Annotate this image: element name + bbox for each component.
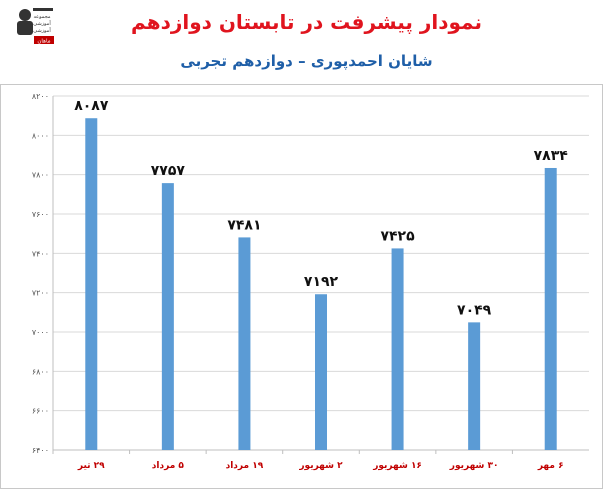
y-tick-label: ۷۰۰۰	[32, 328, 49, 337]
x-tick-label: ۱۶ شهریور	[372, 461, 422, 471]
y-tick-label: ۶۴۰۰	[32, 446, 49, 455]
data-label: ۷۴۲۵	[380, 228, 415, 244]
svg-text:ماهان: ماهان	[37, 39, 50, 45]
chart-title: نمودار پیشرفت در تابستان دوازدهم	[131, 10, 482, 34]
svg-text:آموزشی: آموزشی	[33, 27, 51, 34]
y-tick-label: ۷۶۰۰	[32, 210, 49, 219]
bar	[161, 183, 174, 450]
data-label: ۷۷۵۷	[151, 163, 186, 179]
chart-area: ۶۴۰۰ ۶۶۰۰ ۶۸۰۰ ۷۰۰۰ ۷۲۰۰ ۷۴۰۰ ۷۶۰۰ ۷۸۰۰ ۸۰۰۰ ۸۲۰۰…	[0, 84, 603, 489]
institute-logo: مجموعه آموزشی آموزشی ماهان	[4, 2, 56, 52]
data-label: ۷۴۸۱	[227, 217, 261, 233]
bar-chart: ۶۴۰۰ ۶۶۰۰ ۶۸۰۰ ۷۰۰۰ ۷۲۰۰ ۷۴۰۰ ۷۶۰۰ ۷۸۰۰ ۸۰۰۰ ۸۲۰۰…	[32, 92, 589, 471]
bar	[238, 237, 251, 450]
data-label: ۸۰۸۷	[74, 98, 109, 114]
y-tick-label: ۸۲۰۰	[32, 92, 49, 101]
x-tick-label: ۳۰ شهریور	[449, 461, 499, 471]
bar	[391, 248, 404, 450]
x-tick-label: ۲۹ تیر	[77, 461, 105, 471]
y-tick-label: ۷۴۰۰	[32, 249, 49, 258]
chart-subtitle: شایان احمدپوری – دوازدهم تجربی	[180, 52, 433, 70]
x-tick-label: ۵ مرداد	[152, 461, 185, 471]
data-label: ۷۸۳۴	[534, 148, 569, 164]
bar	[544, 167, 557, 450]
x-tick-label: ۱۹ مرداد	[226, 461, 264, 471]
y-tick-label: ۶۶۰۰	[32, 407, 49, 416]
x-tick-label: ۶ مهر	[537, 461, 564, 471]
bar	[315, 294, 327, 450]
data-label: ۷۰۴۹	[457, 302, 492, 318]
bar	[85, 118, 98, 450]
svg-text:آموزشی: آموزشی	[33, 20, 51, 27]
bar	[468, 322, 481, 450]
x-tick-label: ۲ شهریور	[298, 461, 343, 471]
y-tick-label: ۸۰۰۰	[32, 131, 49, 140]
svg-text:مجموعه: مجموعه	[33, 14, 50, 20]
y-tick-label: ۷۲۰۰	[32, 289, 49, 298]
y-tick-label: ۶۸۰۰	[32, 367, 49, 376]
y-tick-label: ۷۸۰۰	[32, 171, 49, 180]
data-label: ۷۱۹۲	[304, 274, 339, 290]
